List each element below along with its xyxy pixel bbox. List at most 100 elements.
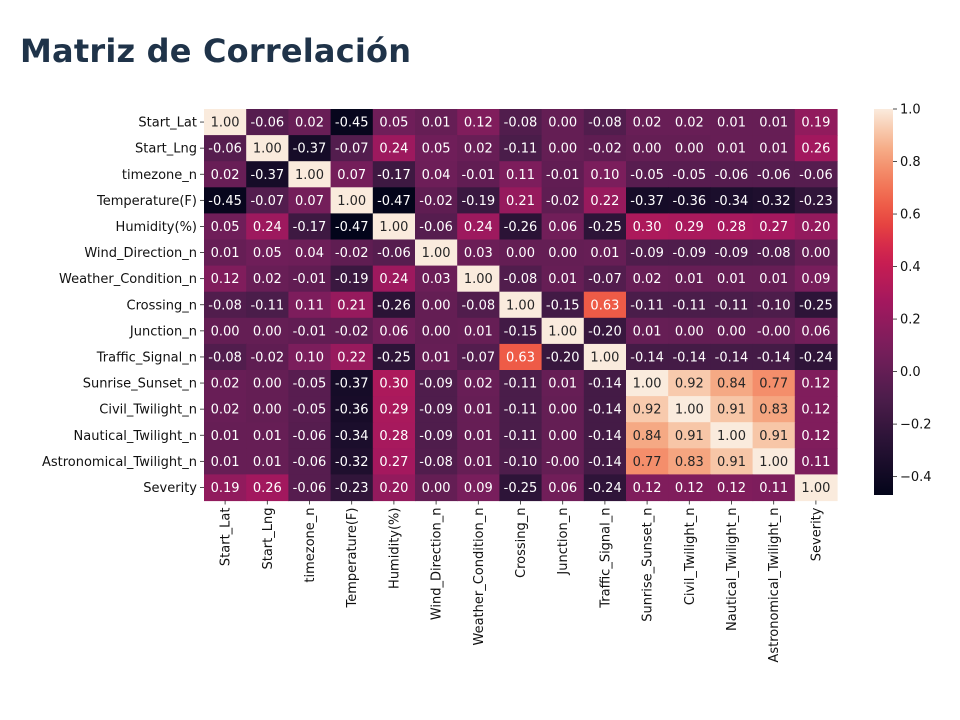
cell-value-8-2: -0.01 [293, 324, 327, 339]
cell-value-14-0: 0.19 [211, 481, 240, 496]
colorbar-tick-label-3: 0.4 [900, 260, 921, 275]
cell-value-14-8: 0.06 [548, 481, 577, 496]
cell-value-9-10: -0.14 [630, 350, 664, 365]
y-tick-label-5: Wind_Direction_n [84, 246, 197, 261]
heatmap-cell-12-1 [246, 422, 289, 449]
cell-value-0-3: -0.45 [335, 116, 369, 131]
cell-value-6-0: 0.12 [211, 272, 240, 287]
cell-value-9-7: 0.63 [506, 350, 535, 365]
heatmap-cell-4-14 [794, 213, 838, 241]
cell-value-10-4: 0.30 [379, 377, 408, 392]
cell-value-1-2: -0.37 [293, 142, 327, 157]
heatmap-cell-6-3 [330, 265, 374, 293]
heatmap-cell-10-13 [752, 370, 796, 397]
heatmap-cell-9-0 [204, 343, 247, 371]
heatmap-cell-4-13 [752, 213, 796, 241]
cell-value-2-2: 1.00 [295, 168, 324, 183]
cell-value-9-1: -0.02 [250, 350, 284, 365]
heatmap-cell-4-2 [288, 213, 332, 241]
heatmap-cell-11-10 [626, 396, 669, 423]
heatmap-cell-12-12 [710, 422, 754, 449]
x-tick-label-0: Start_Lat [219, 508, 234, 567]
cell-value-7-9: 0.63 [590, 298, 619, 313]
cell-value-9-6: -0.07 [461, 350, 495, 365]
heatmap-cell-13-1 [246, 448, 289, 475]
cell-value-12-2: -0.06 [293, 429, 327, 444]
cell-value-0-7: -0.08 [504, 116, 538, 131]
cell-value-7-10: -0.11 [630, 298, 664, 313]
cell-value-9-9: 1.00 [590, 350, 619, 365]
cell-value-10-8: 0.01 [548, 377, 577, 392]
cell-value-7-2: 0.11 [295, 298, 324, 313]
heatmap-cell-1-12 [710, 135, 754, 162]
y-tick-label-6: Weather_Condition_n [59, 272, 197, 287]
cell-value-5-3: -0.02 [335, 246, 369, 261]
cell-value-6-12: 0.01 [717, 272, 746, 287]
cell-value-6-11: 0.01 [675, 272, 704, 287]
y-tick-label-13: Astronomical_Twilight_n [42, 455, 197, 470]
cell-value-10-0: 0.02 [211, 377, 240, 392]
heatmap-cell-8-0 [204, 317, 247, 345]
heatmap-cell-14-2 [288, 474, 332, 502]
cell-value-2-11: -0.05 [672, 168, 706, 183]
cell-value-4-4: 1.00 [379, 220, 408, 235]
x-tick-label-9: Traffic_Signal_n [598, 508, 613, 609]
heatmap-cells [204, 109, 838, 502]
cell-value-0-10: 0.02 [633, 116, 662, 131]
heatmap-cell-9-14 [794, 343, 838, 371]
heatmap-cell-4-9 [583, 213, 627, 241]
cell-value-4-2: -0.17 [293, 220, 327, 235]
y-tick-label-9: Traffic_Signal_n [96, 350, 197, 365]
heatmap-cell-14-7 [499, 474, 543, 502]
heatmap-cell-2-12 [710, 161, 754, 188]
cell-value-11-4: 0.29 [379, 403, 408, 418]
heatmap-cell-3-9 [583, 187, 627, 214]
heatmap-cell-12-5 [415, 422, 458, 449]
cell-value-14-2: -0.06 [293, 481, 327, 496]
cell-value-0-13: 0.01 [759, 116, 788, 131]
heatmap-cell-10-10 [626, 370, 669, 397]
cell-value-2-3: 0.07 [337, 168, 366, 183]
cell-value-11-8: 0.00 [548, 403, 577, 418]
cell-value-14-10: 0.12 [633, 481, 662, 496]
cell-value-10-13: 0.77 [759, 377, 788, 392]
cell-value-9-11: -0.14 [672, 350, 706, 365]
colorbar-tick-label-0: 1.0 [900, 103, 921, 118]
heatmap-cell-2-7 [499, 161, 543, 188]
cell-value-12-6: 0.01 [464, 429, 493, 444]
heatmap-cell-9-3 [330, 343, 374, 371]
cell-value-7-0: -0.08 [208, 298, 242, 313]
cell-value-5-5: 1.00 [422, 246, 451, 261]
cell-value-8-12: 0.00 [717, 324, 746, 339]
heatmap-cell-8-1 [246, 317, 289, 345]
cell-value-13-4: 0.27 [379, 455, 408, 470]
cell-value-8-13: -0.00 [757, 324, 791, 339]
cell-value-10-7: -0.11 [504, 377, 538, 392]
heatmap-cell-6-11 [668, 265, 711, 293]
cell-value-7-5: 0.00 [422, 298, 451, 313]
heatmap-cell-4-0 [204, 213, 247, 241]
cell-value-6-14: 0.09 [801, 272, 830, 287]
cell-value-9-4: -0.25 [377, 350, 411, 365]
x-tick-label-1: Start_Lng [261, 508, 276, 570]
cell-value-3-6: -0.19 [461, 194, 495, 209]
cell-value-9-2: 0.10 [295, 350, 324, 365]
cell-value-9-14: -0.24 [799, 350, 833, 365]
heatmap-cell-12-4 [372, 422, 416, 449]
cell-value-3-11: -0.36 [672, 194, 706, 209]
heatmap-cell-3-3 [330, 187, 374, 214]
cell-value-2-14: -0.06 [799, 168, 833, 183]
heatmap-cell-13-13 [752, 448, 796, 475]
heatmap-cell-7-1 [246, 291, 289, 319]
cell-value-14-3: -0.23 [335, 481, 369, 496]
heatmap-cell-6-13 [752, 265, 796, 293]
heatmap-cell-1-14 [794, 135, 838, 162]
cell-value-5-0: 0.01 [211, 246, 240, 261]
cell-value-9-13: -0.14 [757, 350, 791, 365]
cell-value-8-1: 0.00 [253, 324, 282, 339]
cell-value-1-3: -0.07 [335, 142, 369, 157]
heatmap-cell-6-9 [583, 265, 627, 293]
heatmap-cell-7-10 [626, 291, 669, 319]
heatmap-cell-12-9 [583, 422, 627, 449]
cell-value-5-1: 0.05 [253, 246, 282, 261]
